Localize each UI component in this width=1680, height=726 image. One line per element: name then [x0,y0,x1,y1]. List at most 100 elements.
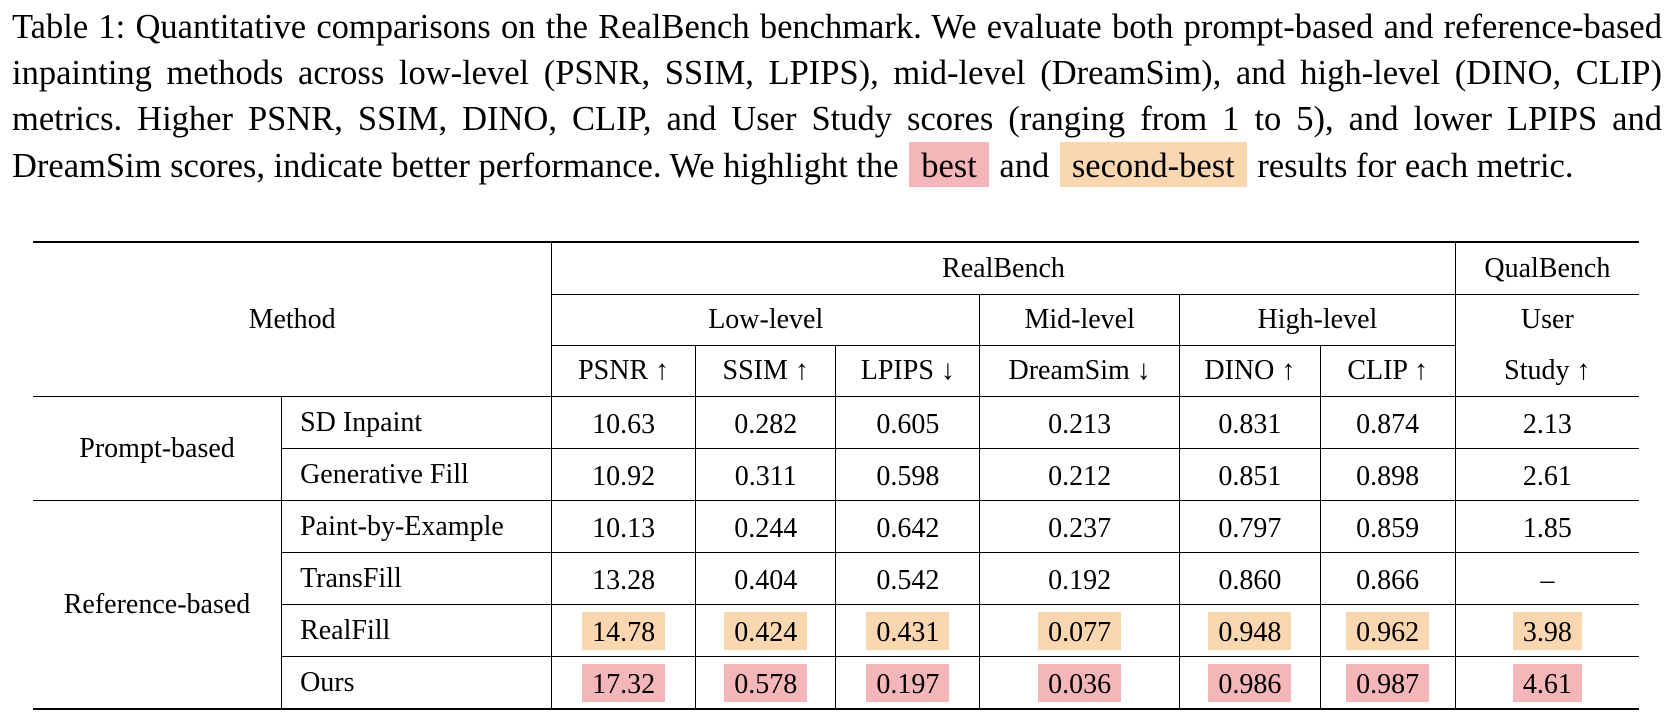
caption-text-end: results for each metric. [1257,147,1574,185]
dino-header: DINO ↑ [1179,345,1321,397]
method-name: Generative Fill [281,448,552,501]
ssim-cell: 0.244 [694,500,836,553]
cell-value: 10.63 [592,408,656,440]
second-best-legend-swatch: second-best [1059,142,1247,187]
clip-cell: 0.859 [1319,500,1456,553]
study-cell: – [1454,552,1639,605]
cell-value: 0.542 [876,564,940,596]
cell-value: 17.32 [582,663,666,702]
lpips-cell: 0.605 [835,396,980,449]
table-row: TransFill 13.28 0.404 0.542 0.192 0.860 0.866 – [33,552,1639,605]
cell-value: 3.98 [1512,611,1582,650]
clip-cell: 0.874 [1319,396,1456,449]
method-name: TransFill [281,552,552,605]
psnr-header: PSNR ↑ [551,345,696,397]
clip-cell: 0.866 [1319,552,1456,605]
cell-value: 0.431 [866,611,950,650]
table-caption: Table 1: Quantitative comparisons on the… [12,4,1662,189]
ssim-cell: 0.578 [694,656,836,710]
metric-header-row: PSNR ↑ SSIM ↑ LPIPS ↓ DreamSim ↓ DINO ↑ … [33,345,1639,397]
cell-value: 0.598 [876,460,940,492]
dino-cell: 0.831 [1179,396,1321,449]
psnr-cell: 13.28 [551,552,696,605]
psnr-cell: 14.78 [551,604,696,657]
method-header: Method [33,241,552,397]
dino-cell: 0.860 [1179,552,1321,605]
dreamsim-cell: 0.077 [979,604,1180,657]
results-table: Method RealBench QualBench Low-level Mid… [33,241,1639,710]
mid-level-header: Mid-level [979,294,1180,346]
cell-value: – [1540,564,1555,596]
study-cell: 2.13 [1454,396,1639,449]
cell-value: 0.282 [734,408,798,440]
ssim-cell: 0.282 [694,396,836,449]
lpips-cell: 0.598 [835,448,980,501]
psnr-cell: 10.13 [551,500,696,553]
study-cell: 3.98 [1454,604,1639,657]
lpips-cell: 0.197 [835,656,980,710]
cell-value: 0.642 [876,512,940,544]
clip-cell: 0.987 [1319,656,1456,710]
cell-value: 0.831 [1218,408,1282,440]
dreamsim-cell: 0.212 [979,448,1180,501]
cell-value: 10.92 [592,460,656,492]
header-row-2: Low-level Mid-level High-level User [33,294,1639,346]
method-name: Paint-by-Example [281,500,552,553]
ssim-cell: 0.404 [694,552,836,605]
user-header: User [1454,294,1639,346]
cell-value: 0.605 [876,408,940,440]
dreamsim-cell: 0.192 [979,552,1180,605]
dreamsim-header: DreamSim ↓ [979,345,1180,397]
table-row: Generative Fill 10.92 0.311 0.598 0.212 0.851… [33,448,1639,501]
group-label: Reference-based [33,500,282,710]
lpips-cell: 0.642 [835,500,980,553]
psnr-cell: 10.63 [551,396,696,449]
cell-value: 0.851 [1218,460,1282,492]
cell-value: 0.874 [1356,408,1420,440]
table-row: RealFill 14.78 0.424 0.431 0.077 0.948 0.962 3.… [33,604,1639,657]
cell-value: 13.28 [592,564,656,596]
cell-value: 0.866 [1356,564,1420,596]
header-row-1: Method RealBench QualBench [33,241,1639,397]
cell-value: 0.077 [1038,611,1122,650]
best-legend-swatch: best [909,142,989,187]
dino-cell: 0.948 [1179,604,1321,657]
dreamsim-cell: 0.237 [979,500,1180,553]
caption-and: and [999,147,1050,185]
cell-value: 10.13 [592,512,656,544]
table-row: Reference-based Paint-by-Example 10.13 0.24… [33,500,1639,710]
cell-value: 1.85 [1522,512,1572,544]
cell-value: 0.197 [866,663,950,702]
cell-value: 0.244 [734,512,798,544]
dreamsim-cell: 0.036 [979,656,1180,710]
clip-header: CLIP ↑ [1319,345,1456,397]
low-level-header: Low-level [551,294,980,346]
cell-value: 2.13 [1522,408,1572,440]
cell-value: 0.192 [1048,564,1112,596]
qualbench-header: QualBench [1454,241,1639,295]
cell-value: 0.213 [1048,408,1112,440]
cell-value: 0.860 [1218,564,1282,596]
cell-value: 0.212 [1048,460,1112,492]
study-header: Study ↑ [1454,345,1639,397]
table-row: Prompt-based SD Inpaint 10.63 0.282 0.605 0.2… [33,396,1639,501]
cell-value: 0.948 [1208,611,1292,650]
cell-value: 0.962 [1346,611,1430,650]
dreamsim-cell: 0.213 [979,396,1180,449]
cell-value: 2.61 [1522,460,1572,492]
table-body: Prompt-based SD Inpaint 10.63 0.282 0.605 0.2… [33,396,1639,710]
dino-cell: 0.851 [1179,448,1321,501]
cell-value: 0.424 [724,611,808,650]
cell-value: 0.797 [1218,512,1282,544]
clip-cell: 0.962 [1319,604,1456,657]
dino-cell: 0.986 [1179,656,1321,710]
high-level-header: High-level [1179,294,1456,346]
cell-value: 0.237 [1048,512,1112,544]
study-cell: 4.61 [1454,656,1639,710]
lpips-cell: 0.542 [835,552,980,605]
caption-text: Table 1: Quantitative comparisons on the… [12,8,1662,185]
cell-value: 0.036 [1038,663,1122,702]
dino-cell: 0.797 [1179,500,1321,553]
cell-value: 0.404 [734,564,798,596]
